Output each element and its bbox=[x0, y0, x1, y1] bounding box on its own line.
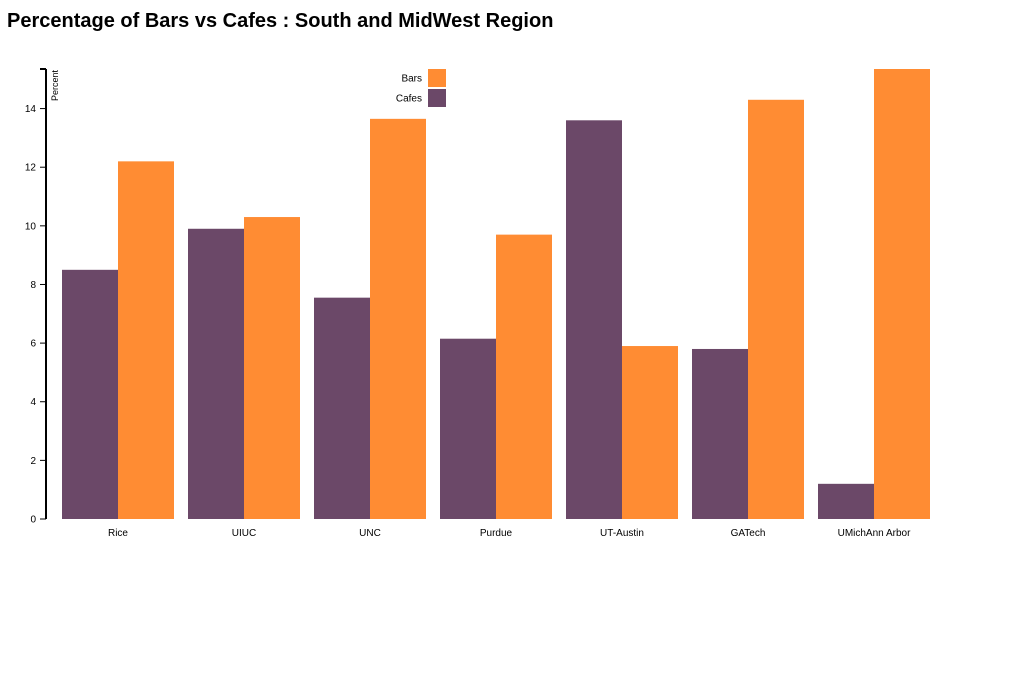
legend-label-cafes: Cafes bbox=[396, 94, 422, 105]
bar-cafes-purdue bbox=[440, 338, 496, 519]
y-tick-label: 2 bbox=[30, 456, 36, 467]
bar-cafes-ut-austin bbox=[566, 120, 622, 520]
y-tick-label: 10 bbox=[25, 221, 37, 232]
bars-group bbox=[62, 69, 930, 520]
y-tick-label: 6 bbox=[30, 339, 36, 350]
y-tick-label: 4 bbox=[30, 397, 36, 408]
bar-bars-purdue bbox=[496, 234, 552, 519]
x-tick-label: UNC bbox=[359, 528, 381, 539]
x-tick-label: UT-Austin bbox=[600, 528, 644, 539]
bar-bars-ut-austin bbox=[622, 346, 678, 519]
chart-title: Percentage of Bars vs Cafes : South and … bbox=[7, 10, 554, 32]
legend-label-bars: Bars bbox=[401, 74, 422, 85]
bar-bars-uiuc bbox=[244, 217, 300, 520]
bar-bars-rice bbox=[118, 161, 174, 519]
y-tick-label: 0 bbox=[30, 515, 36, 526]
bar-cafes-rice bbox=[62, 269, 118, 519]
y-tick-label: 8 bbox=[30, 280, 36, 291]
x-tick-label: UMichAnn Arbor bbox=[838, 528, 911, 539]
bar-bars-unc bbox=[370, 118, 426, 520]
bar-cafes-gatech bbox=[692, 348, 748, 519]
legend-swatch-bars bbox=[428, 69, 446, 87]
y-axis: 0 2 4 6 8 10 12 14 bbox=[25, 68, 47, 526]
y-tick-label: 12 bbox=[25, 163, 37, 174]
bar-bars-gatech bbox=[748, 99, 804, 519]
x-tick-label: Purdue bbox=[480, 528, 513, 539]
legend: Bars Cafes bbox=[396, 69, 446, 107]
x-tick-label: GATech bbox=[731, 528, 766, 539]
x-tick-label: UIUC bbox=[232, 528, 256, 539]
bar-cafes-uiuc bbox=[188, 228, 244, 520]
x-tick-label: Rice bbox=[108, 528, 128, 539]
bar-cafes-umichann-arbor bbox=[818, 483, 874, 519]
y-axis-label: Percent bbox=[50, 70, 60, 102]
bar-bars-umichann-arbor bbox=[874, 69, 930, 519]
x-axis: Rice UIUC UNC Purdue UT-Austin GATech UMichAnn… bbox=[108, 528, 911, 539]
legend-swatch-cafes bbox=[428, 89, 446, 107]
bar-cafes-unc bbox=[314, 297, 370, 519]
y-tick-label: 14 bbox=[25, 104, 37, 115]
